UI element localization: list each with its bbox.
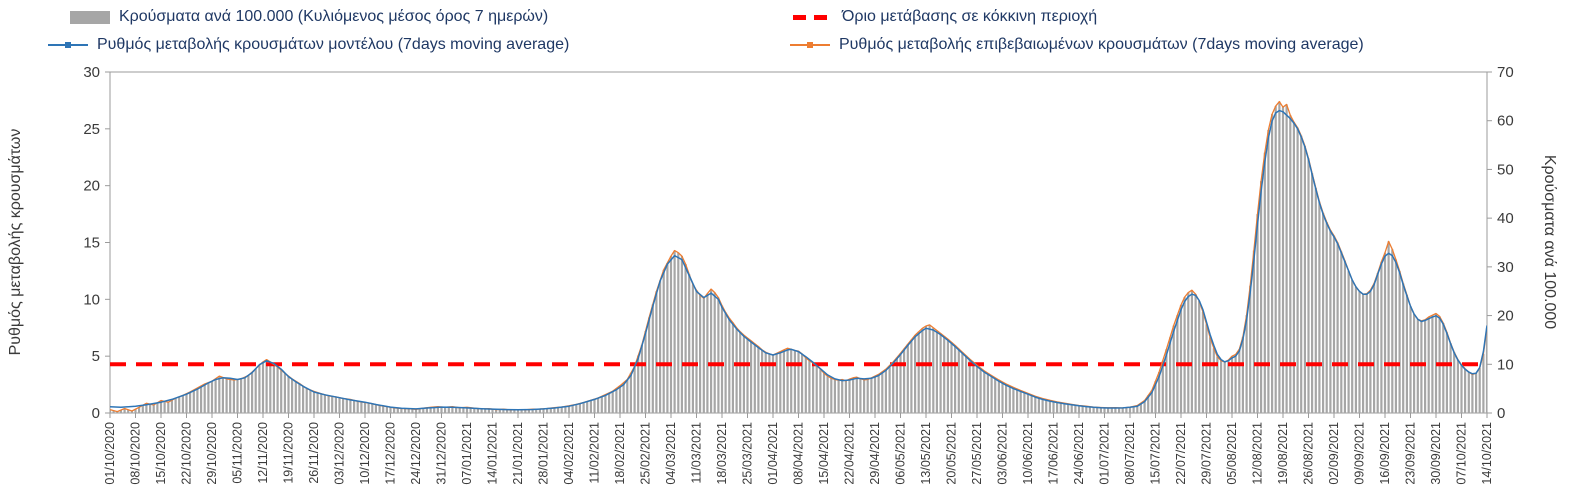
x-tick-label: 15/04/2021: [817, 422, 831, 485]
model-rate-line: [110, 109, 1487, 411]
x-tick-label: 08/04/2021: [792, 422, 806, 485]
red-dash-swatch-icon: [793, 14, 833, 20]
left-axis-ticks: 0 5 10 15 20 25 30: [83, 64, 110, 422]
svg-text:25: 25: [83, 121, 100, 138]
x-tick-label: 22/04/2021: [843, 422, 857, 485]
legend-item-model: Ρυθμός μεταβολής κρουσμάτων μοντέλου (7d…: [48, 36, 569, 54]
x-tick-label: 25/03/2021: [741, 422, 755, 485]
bar-swatch-icon: [70, 10, 110, 24]
x-tick-label: 12/11/2020: [256, 422, 270, 484]
x-tick-label: 16/09/2021: [1378, 422, 1392, 485]
x-tick-label: 24/12/2020: [409, 422, 423, 485]
svg-text:15: 15: [83, 235, 100, 252]
right-axis-title: Κρούσματα ανά 100.000: [1541, 154, 1558, 330]
x-tick-label: 02/09/2021: [1327, 422, 1341, 485]
legend-label-confirmed: Ρυθμός μεταβολής επιβεβαιωμένων κρουσμάτ…: [839, 36, 1364, 53]
x-tick-label: 05/11/2020: [231, 422, 245, 484]
x-tick-label: 30/09/2021: [1429, 422, 1443, 485]
x-tick-label: 31/12/2020: [435, 422, 449, 485]
svg-text:20: 20: [83, 178, 100, 195]
x-tick-label: 07/01/2021: [460, 422, 474, 485]
x-tick-label: 13/05/2021: [919, 422, 933, 485]
orange-line-swatch-icon: [790, 42, 830, 48]
x-tick-label: 03/12/2020: [333, 422, 347, 485]
svg-text:50: 50: [1497, 161, 1514, 178]
left-axis-title: Ρυθμός μεταβολής κρουσμάτων: [7, 128, 24, 356]
x-tick-label: 01/10/2020: [103, 422, 117, 485]
x-tick-label: 15/10/2020: [154, 422, 168, 485]
svg-text:10: 10: [1497, 356, 1514, 373]
x-tick-label: 19/08/2021: [1276, 422, 1290, 485]
x-tick-label: 25/02/2021: [639, 422, 653, 485]
svg-text:30: 30: [1497, 259, 1514, 276]
x-tick-label: 24/06/2021: [1072, 422, 1086, 485]
x-tick-label: 26/08/2021: [1302, 422, 1316, 485]
svg-text:5: 5: [92, 348, 100, 365]
x-tick-label: 18/03/2021: [715, 422, 729, 485]
svg-text:40: 40: [1497, 210, 1514, 227]
x-tick-label: 12/08/2021: [1251, 422, 1265, 485]
legend-item-cases-bars: Κρούσματα ανά 100.000 (Κυλιόμενος μέσος …: [70, 8, 548, 26]
x-tick-label: 10/12/2020: [358, 422, 372, 485]
x-tick-label: 15/07/2021: [1149, 422, 1163, 485]
x-tick-label: 29/10/2020: [205, 422, 219, 485]
x-tick-label: 27/05/2021: [970, 422, 984, 485]
svg-text:60: 60: [1497, 113, 1514, 130]
x-tick-label: 05/08/2021: [1225, 422, 1239, 485]
x-tick-label: 10/06/2021: [1021, 422, 1035, 485]
x-tick-label: 01/04/2021: [766, 422, 780, 485]
blue-line-swatch-icon: [48, 42, 88, 48]
x-tick-label: 19/11/2020: [282, 422, 296, 484]
svg-text:0: 0: [92, 405, 100, 422]
x-tick-label: 08/10/2020: [129, 422, 143, 485]
x-tick-label: 22/07/2021: [1174, 422, 1188, 485]
x-tick-label: 17/06/2021: [1047, 422, 1061, 485]
x-tick-label: 14/01/2021: [486, 422, 500, 485]
x-tick-label: 01/07/2021: [1098, 422, 1112, 485]
x-tick-label: 23/09/2021: [1404, 422, 1418, 485]
svg-text:70: 70: [1497, 64, 1514, 81]
x-tick-label: 17/12/2020: [384, 422, 398, 485]
svg-text:20: 20: [1497, 308, 1514, 325]
legend-item-threshold: Όριο μετάβασης σε κόκκινη περιοχή: [793, 8, 1097, 26]
x-tick-label: 29/04/2021: [868, 422, 882, 485]
x-tick-label: 11/03/2021: [690, 422, 704, 484]
cases-bars-series: [110, 101, 1487, 413]
x-tick-label: 04/03/2021: [664, 422, 678, 485]
x-tick-label: 26/11/2020: [307, 422, 321, 484]
legend-label-threshold: Όριο μετάβασης σε κόκκινη περιοχή: [842, 8, 1098, 25]
x-tick-label: 18/02/2021: [613, 422, 627, 485]
x-tick-label: 06/05/2021: [894, 422, 908, 485]
x-tick-label: 20/05/2021: [945, 422, 959, 485]
x-tick-label: 21/01/2021: [511, 422, 525, 485]
x-tick-label: 04/02/2021: [562, 422, 576, 485]
x-tick-label: 08/07/2021: [1123, 422, 1137, 485]
x-axis-ticks: 01/10/2020 08/10/2020 15/10/2020 22/10/2020…: [103, 413, 1494, 485]
svg-text:10: 10: [83, 291, 100, 308]
x-tick-label: 29/07/2021: [1200, 422, 1214, 485]
x-tick-label: 07/10/2021: [1455, 422, 1469, 485]
svg-text:0: 0: [1497, 405, 1505, 422]
x-tick-label: 09/09/2021: [1353, 422, 1367, 485]
right-axis-ticks: 0 10 20 30 40 50 60 70: [1487, 64, 1514, 422]
x-tick-label: 28/01/2021: [537, 422, 551, 485]
x-tick-label: 03/06/2021: [996, 422, 1010, 485]
x-tick-label: 22/10/2020: [180, 422, 194, 485]
x-tick-label: 14/10/2021: [1480, 422, 1494, 485]
x-tick-label: 11/02/2021: [588, 422, 602, 484]
svg-text:30: 30: [83, 64, 100, 81]
legend-label-cases-bars: Κρούσματα ανά 100.000 (Κυλιόμενος μέσος …: [119, 8, 549, 25]
legend-item-confirmed: Ρυθμός μεταβολής επιβεβαιωμένων κρουσμάτ…: [790, 36, 1364, 54]
legend-label-model: Ρυθμός μεταβολής κρουσμάτων μοντέλου (7d…: [97, 36, 570, 53]
